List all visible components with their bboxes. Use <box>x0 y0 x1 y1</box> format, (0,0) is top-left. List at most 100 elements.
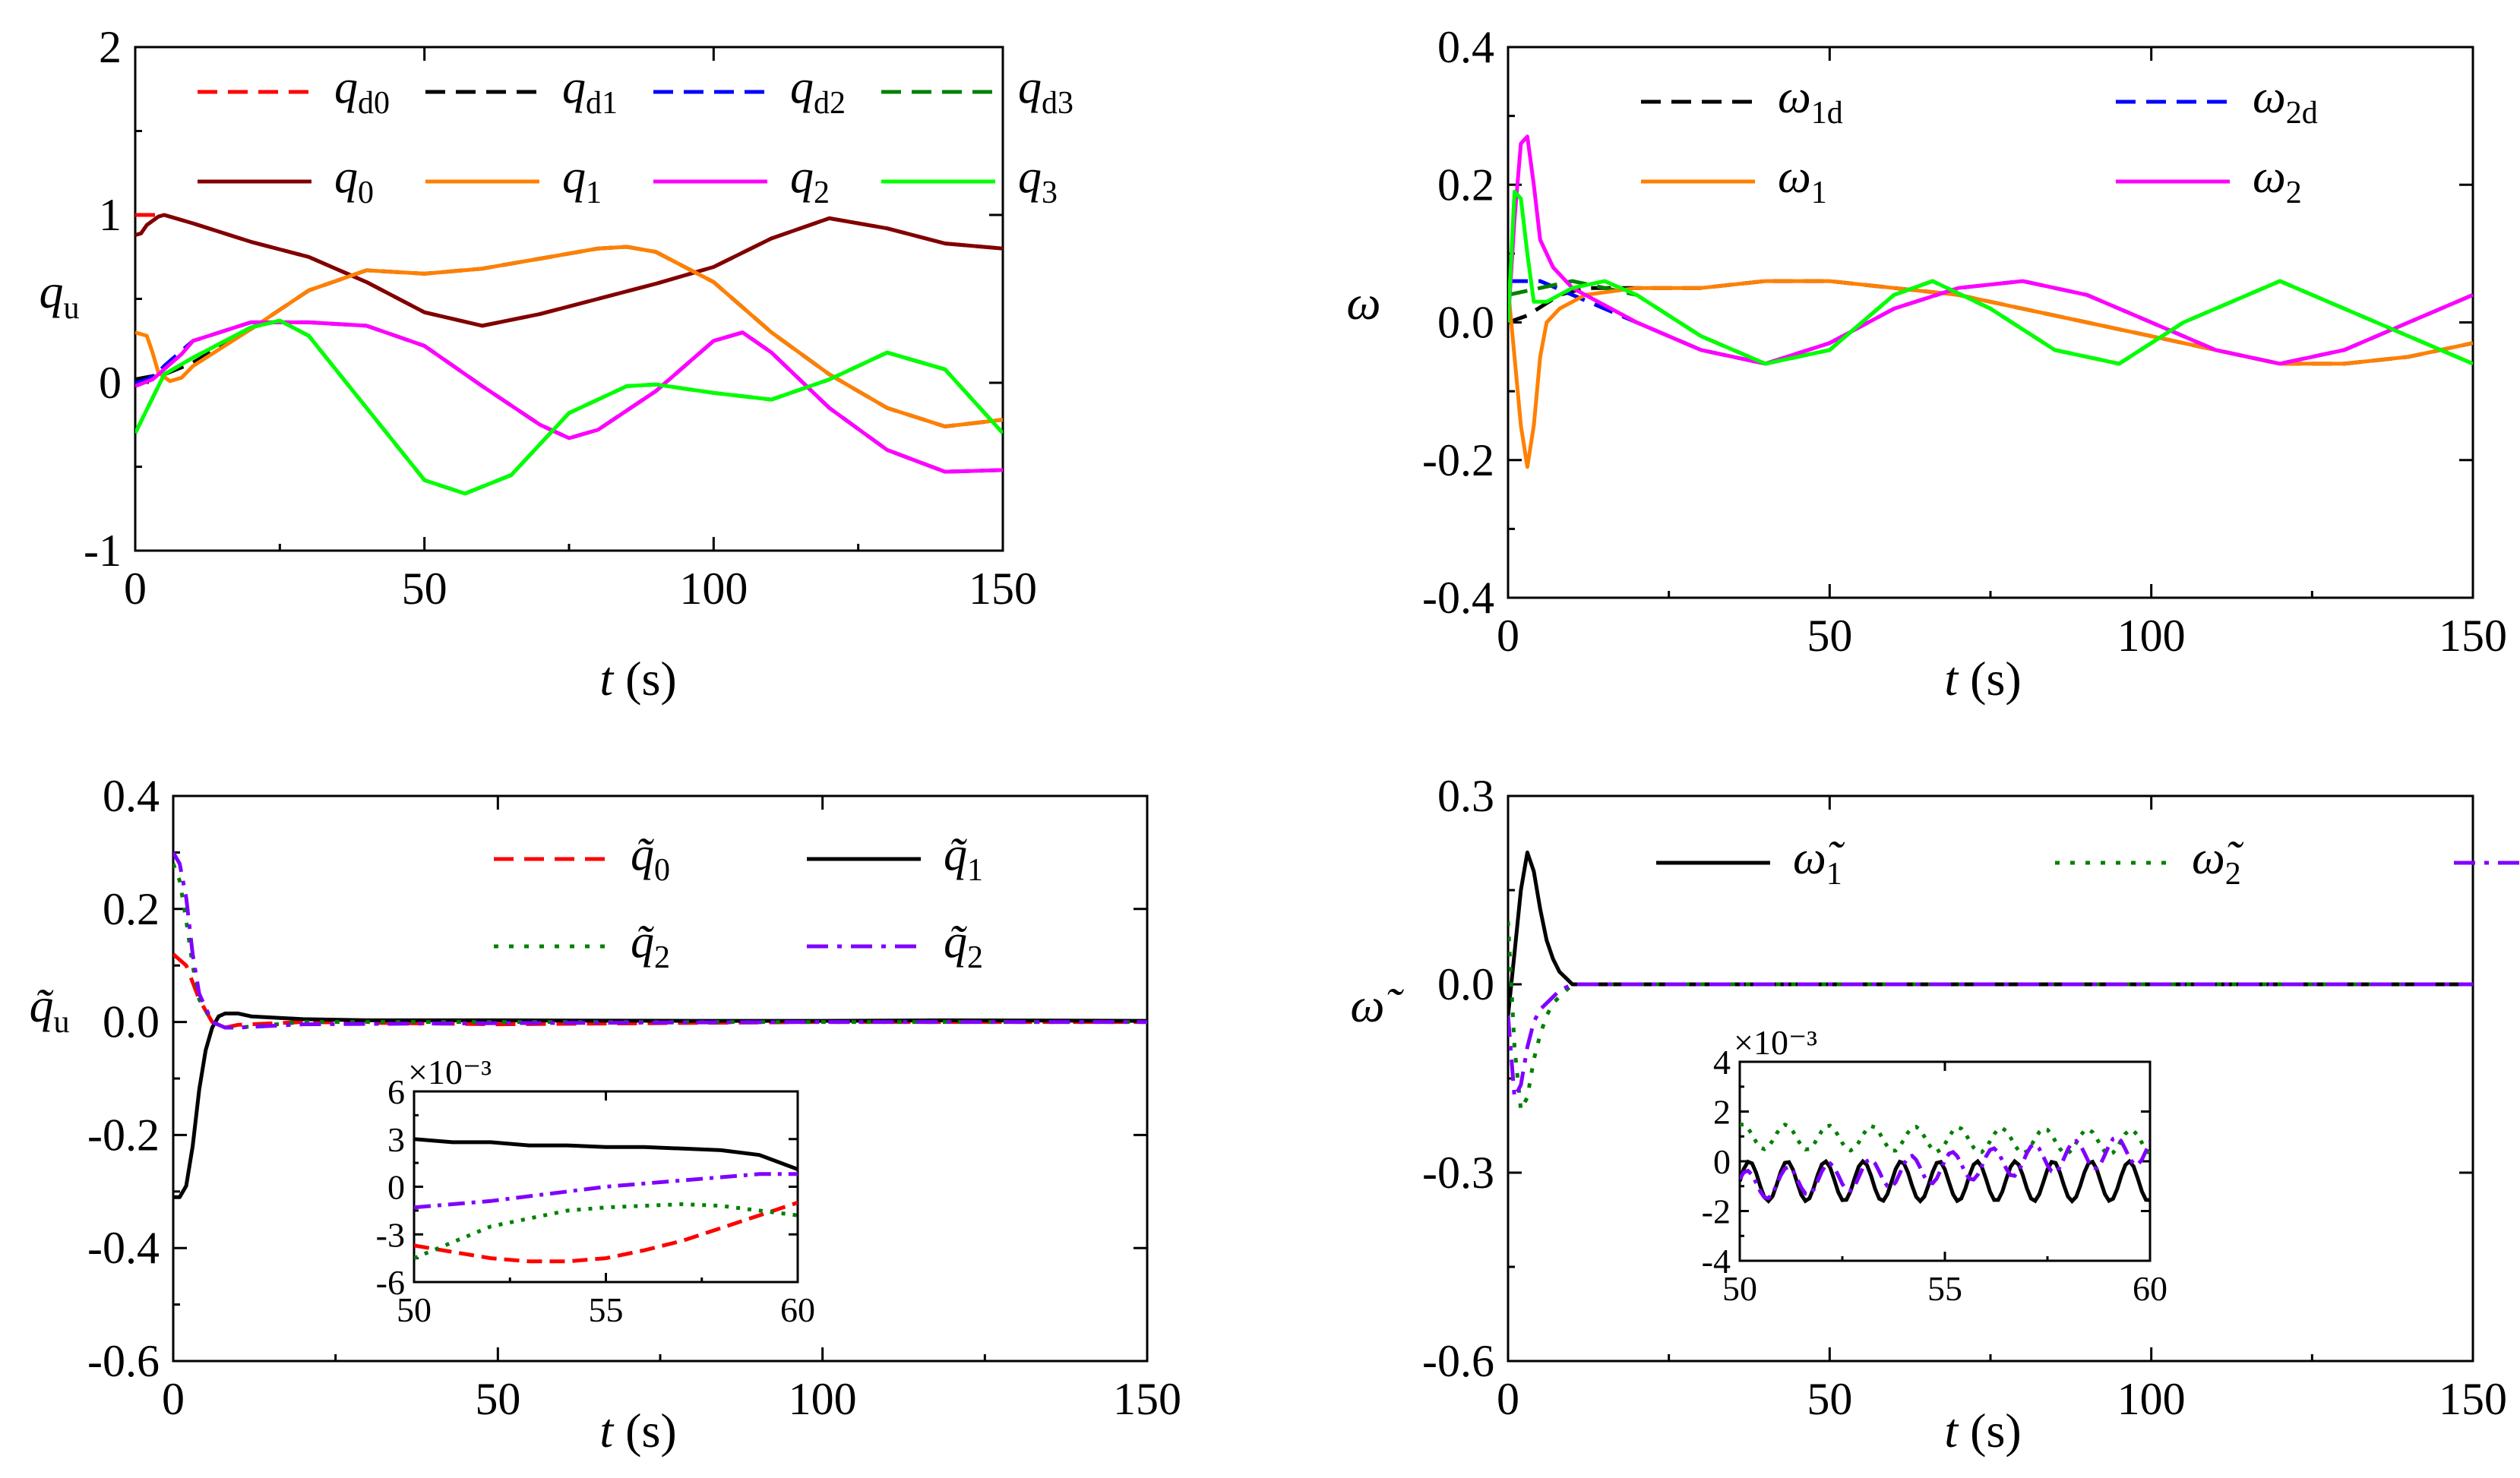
legend-entry: q2 <box>790 151 830 210</box>
y-tick-label: -0.6 <box>1422 1336 1494 1386</box>
plot-frame <box>1507 46 2474 599</box>
y-tick-label: 0 <box>99 358 122 408</box>
series-line-3 <box>1508 189 2473 366</box>
x-tick-label: 60 <box>780 1290 815 1329</box>
plot-frame <box>134 46 1004 552</box>
x-tick-label: 50 <box>402 564 447 614</box>
x-tick-label: 55 <box>589 1290 624 1329</box>
legend: ω̃1ω̃2ω̃3 <box>1656 832 2520 892</box>
x-tick-label: 100 <box>679 564 748 614</box>
y-axis-label: ω <box>1346 276 1380 330</box>
x-tick-label: 100 <box>2117 611 2186 661</box>
y-tick-label: 0.3 <box>1437 771 1494 821</box>
legend-entry: qd3 <box>1018 62 1073 121</box>
y-tick-label: -3 <box>376 1215 405 1254</box>
inset-exponent-label: ×10⁻³ <box>408 1053 492 1091</box>
inset-series-line <box>414 1201 798 1264</box>
legend-entry: q̃0 <box>631 829 670 888</box>
y-tick-label: 0.4 <box>1437 22 1494 72</box>
series-line-d3 <box>135 318 1003 496</box>
y-tick-label: 0.2 <box>103 884 160 934</box>
x-tick-label: 50 <box>1807 611 1852 661</box>
inset-chart: 50 55 60 -6 -3 0 3 6×10⁻³ <box>376 1053 815 1329</box>
x-tick-label: 150 <box>1113 1374 1181 1424</box>
x-axis-label: t (s) <box>1944 1404 2021 1457</box>
chart-panel-q-error: 0 50 100 150-0.6-0.4-0.20.00.20.4q̃0 q̃1q̃2 q… <box>30 771 1182 1457</box>
y-tick-label: -4 <box>1702 1242 1731 1281</box>
inset-background <box>1740 1062 2150 1261</box>
chart-panel-omega: 050100150-0.4-0.20.00.20.4ω1dω2dω3dω1ω2ω… <box>1346 22 2507 706</box>
x-tick-label: 0 <box>1497 1374 1519 1424</box>
legend-entry: ω1d <box>1778 71 1843 131</box>
y-tick-label: -1 <box>84 526 122 576</box>
y-tick-label: -0.3 <box>1422 1148 1494 1198</box>
legend-entry: ω̃2 <box>2192 832 2244 892</box>
legend-entry: qd1 <box>562 62 618 121</box>
x-tick-label: 50 <box>475 1374 520 1424</box>
y-tick-label: 6 <box>387 1072 405 1111</box>
y-tick-label: -0.4 <box>1422 573 1494 623</box>
y-tick-label: 0.0 <box>1437 959 1494 1009</box>
y-tick-label: 0 <box>1713 1142 1731 1181</box>
inset-series-line <box>414 1202 798 1260</box>
inset-series-line <box>414 1137 798 1171</box>
y-tick-label: 0.2 <box>1437 159 1494 210</box>
series-line-2 <box>1508 134 2473 366</box>
y-tick-label: 2 <box>1713 1093 1731 1132</box>
x-tick-label: 100 <box>789 1374 857 1424</box>
x-axis-label: t (s) <box>599 652 676 706</box>
y-axis-label: q̃u <box>30 978 70 1040</box>
legend-entry: q̃2 <box>631 916 670 975</box>
legend-entry: q̃2 <box>944 916 983 975</box>
y-tick-label: -0.4 <box>87 1223 160 1273</box>
x-axis-label: t (s) <box>599 1404 676 1457</box>
inset-exponent-label: ×10⁻³ <box>1734 1023 1817 1062</box>
series-line-3d <box>1508 279 2473 366</box>
series-line-2 <box>173 851 1147 1030</box>
legend-entry: q̃1 <box>944 829 983 888</box>
series-line-d0 <box>135 213 1003 328</box>
y-tick-label: 0.0 <box>1437 298 1494 348</box>
y-tick-label: -6 <box>376 1263 405 1302</box>
inset-chart: 50 55 60 -4 -2 0 2 4×10⁻³ <box>1702 1023 2167 1308</box>
series-line-1d <box>1508 279 2473 366</box>
y-tick-label: -0.6 <box>87 1336 160 1386</box>
y-tick-label: -0.2 <box>1422 435 1494 485</box>
series-line-3 <box>1508 982 2473 1100</box>
y-tick-label: 1 <box>99 190 122 240</box>
legend: qd0 qd1 qd2 qd3 q0 q1 q2 q3 <box>198 62 1073 210</box>
legend-entry: q0 <box>334 151 374 210</box>
y-tick-label: 0 <box>387 1168 405 1207</box>
x-tick-label: 0 <box>1497 611 1519 661</box>
y-tick-label: 0.4 <box>103 771 160 821</box>
series-line-2 <box>135 320 1003 474</box>
inset-series-line <box>1740 1158 2150 1205</box>
legend-entry: q3 <box>1018 151 1058 210</box>
x-tick-label: 50 <box>1807 1374 1852 1424</box>
y-tick-label: -2 <box>1702 1192 1731 1231</box>
x-tick-label: 150 <box>2439 1374 2507 1424</box>
x-axis-label: t (s) <box>1944 652 2021 706</box>
series-line-d2 <box>135 320 1003 474</box>
series-line-3 <box>135 318 1003 496</box>
legend: ω1dω2dω3dω1ω2ω3 <box>1641 71 2318 210</box>
legend-entry: ω̃1 <box>1793 832 1845 892</box>
legend-entry: qd2 <box>790 62 846 121</box>
y-tick-label: -0.2 <box>87 1110 160 1160</box>
legend-entry: ω1 <box>1778 151 1827 210</box>
legend-entry: qd0 <box>334 62 390 121</box>
series-line-1 <box>173 1011 1147 1199</box>
x-tick-label: 0 <box>124 564 147 614</box>
x-tick-label: 50 <box>397 1290 432 1329</box>
x-tick-label: 150 <box>969 564 1037 614</box>
y-tick-label: 3 <box>387 1120 405 1159</box>
y-tick-label: 2 <box>99 22 122 72</box>
y-axis-label: qu <box>40 264 80 326</box>
series-line-1 <box>1508 850 2473 1016</box>
inset-background <box>414 1091 798 1282</box>
x-tick-label: 50 <box>1722 1269 1757 1308</box>
y-axis-label: ω̃ <box>1350 978 1404 1032</box>
